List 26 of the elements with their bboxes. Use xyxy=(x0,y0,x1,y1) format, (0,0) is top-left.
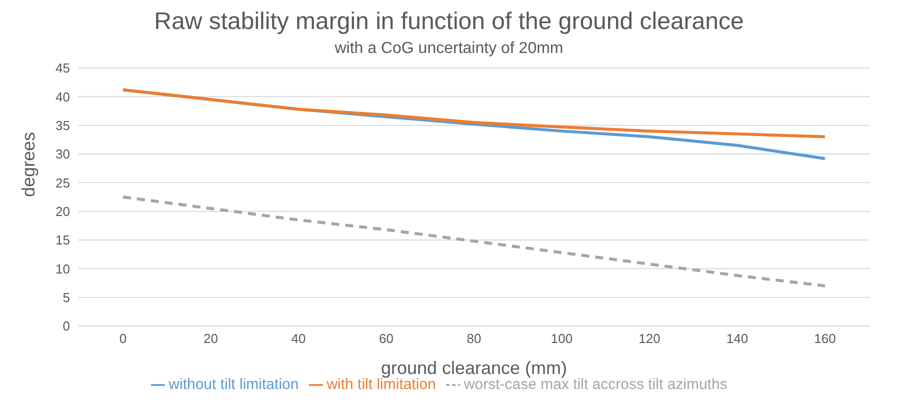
y-tick-label: 0 xyxy=(62,318,70,334)
chart-title: Raw stability margin in function of the ground clearance xyxy=(153,8,745,36)
y-tick-label: 20 xyxy=(56,204,70,219)
x-tick-label: 0 xyxy=(119,331,127,346)
y-tick-label: 10 xyxy=(56,261,70,276)
x-tick-label: 120 xyxy=(638,331,660,346)
legend-label: without tilt limitation xyxy=(168,376,299,393)
y-tick-label: 30 xyxy=(56,146,70,162)
x-axis-title: ground clearance (mm) xyxy=(380,358,568,378)
y-tick-label: 35 xyxy=(56,118,70,133)
y-tick-label: 45 xyxy=(56,60,70,76)
y-tick-label: 5 xyxy=(62,290,70,305)
x-tick-label: 140 xyxy=(726,331,748,346)
y-tick-label: 15 xyxy=(56,232,70,248)
line-series xyxy=(122,88,826,138)
line-series xyxy=(122,196,826,288)
x-tick-label: 40 xyxy=(291,331,306,346)
x-tick-label: 60 xyxy=(379,331,394,346)
chart-subtitle: with a CoG uncertainty of 20mm xyxy=(334,40,564,58)
x-tick-label: 80 xyxy=(466,331,482,346)
y-tick-label: 40 xyxy=(56,89,70,104)
y-axis-title: degrees xyxy=(18,132,38,197)
y-tick-label: 25 xyxy=(56,175,70,190)
x-tick-label: 160 xyxy=(814,331,836,346)
x-tick-label: 20 xyxy=(204,331,218,346)
x-tick-label: 100 xyxy=(550,331,573,346)
